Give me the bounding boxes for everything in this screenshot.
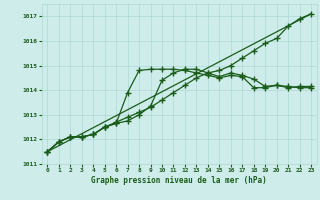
X-axis label: Graphe pression niveau de la mer (hPa): Graphe pression niveau de la mer (hPa) xyxy=(91,176,267,185)
